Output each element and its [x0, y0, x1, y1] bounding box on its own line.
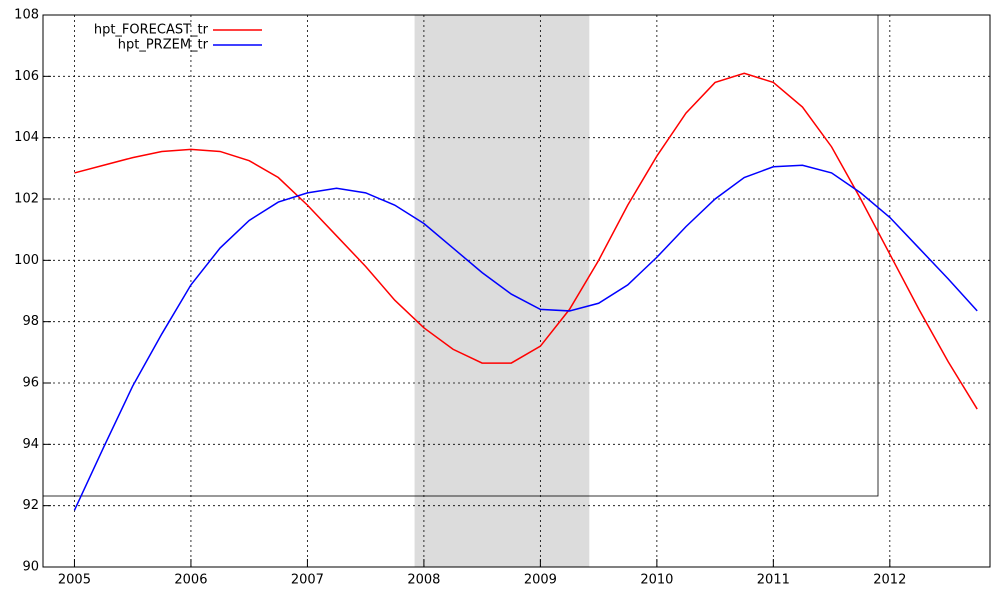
- x-tick-label: 2007: [291, 573, 324, 588]
- y-tick-label: 102: [14, 192, 39, 207]
- y-tick-label: 96: [22, 376, 39, 391]
- x-tick-label: 2010: [640, 573, 673, 588]
- y-tick-label: 94: [22, 437, 39, 452]
- series-line: [73, 164, 978, 511]
- key-frame: [42, 14, 879, 497]
- y-tick-label: 108: [14, 8, 39, 23]
- x-tick-label: 2011: [757, 573, 790, 588]
- y-tick-label: 100: [14, 253, 39, 268]
- shaded-period: [414, 15, 590, 567]
- x-tick-label: 2008: [407, 573, 440, 588]
- x-tick-label: 2009: [524, 573, 557, 588]
- x-tick-label: 2006: [174, 573, 207, 588]
- x-tick-label: 2012: [873, 573, 906, 588]
- y-tick-label: 98: [22, 314, 39, 329]
- y-tick-label: 104: [14, 130, 39, 145]
- x-tick-label: 2005: [58, 573, 91, 588]
- legend-label: hpt_FORECAST_tr: [94, 23, 209, 38]
- y-tick-label: 92: [22, 498, 39, 513]
- y-tick-label: 106: [14, 69, 39, 84]
- legend-label: hpt_PRZEM_tr: [118, 38, 209, 53]
- y-tick-label: 90: [22, 560, 39, 575]
- series-line: [74, 72, 978, 410]
